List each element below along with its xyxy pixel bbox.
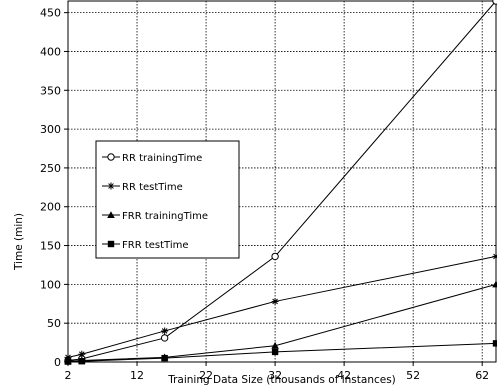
data-point [64, 353, 72, 361]
data-point [161, 327, 169, 335]
y-axis-label: Time (min) [13, 213, 25, 271]
series-group [64, 0, 497, 365]
y-axis-ticks: 0 50 100 150 200 250 300 350 400 450 [40, 7, 68, 369]
series-rr-testtime [64, 252, 497, 361]
x-tick-label: 2 [65, 369, 72, 382]
legend-label: FRR trainingTime [122, 211, 208, 222]
plot-area [67, 0, 497, 363]
legend-item: FRR testTime [102, 240, 189, 251]
x-tick-label: 42 [337, 369, 351, 382]
legend-marker [107, 211, 115, 219]
x-tick-label: 62 [475, 369, 489, 382]
data-point [271, 297, 279, 305]
y-tick-label: 100 [40, 278, 61, 291]
y-tick-label: 400 [40, 45, 61, 58]
x-tick-label: 52 [406, 369, 420, 382]
y-tick-label: 150 [40, 240, 61, 253]
y-tick-label: 450 [40, 7, 61, 20]
data-point [78, 350, 86, 358]
data-point [492, 0, 497, 5]
grid-lines [68, 1, 496, 362]
x-axis-ticks: 2 12 22 32 42 52 62 [65, 362, 489, 382]
y-tick-label: 50 [47, 317, 61, 330]
data-point [271, 341, 279, 349]
legend-label: RR testTime [122, 182, 183, 193]
y-tick-label: 250 [40, 162, 61, 175]
data-point [64, 358, 72, 365]
data-point [160, 334, 169, 342]
data-point [271, 348, 279, 356]
y-tick-label: 300 [40, 123, 61, 136]
legend-marker [107, 153, 115, 161]
data-point [271, 252, 279, 261]
y-tick-label: 350 [40, 84, 61, 97]
legend-label: RR trainingTime [122, 153, 202, 164]
legend-item: RR trainingTime [102, 153, 202, 164]
legend-box [95, 140, 240, 259]
data-point [492, 280, 497, 288]
data-point [492, 252, 497, 260]
data-point [161, 354, 168, 362]
legend-label: FRR testTime [122, 240, 189, 251]
y-tick-label: 200 [40, 201, 61, 214]
legend: RR trainingTime RR testTime FRR trainingTi… [95, 140, 240, 259]
series-line [67, 255, 497, 358]
x-tick-label: 32 [268, 369, 282, 382]
x-tick-label: 12 [130, 369, 144, 382]
legend-marker [107, 182, 115, 190]
data-point [492, 340, 497, 347]
data-point [78, 358, 86, 365]
y-tick-label: 0 [54, 356, 61, 369]
legend-marker [107, 240, 115, 248]
x-axis-label: Training Data Size (thousands of instanc… [167, 374, 396, 386]
legend-item: RR testTime [102, 182, 183, 193]
legend-item: FRR trainingTime [102, 211, 208, 222]
x-tick-label: 22 [199, 369, 213, 382]
series-frr-testtime [64, 340, 497, 365]
